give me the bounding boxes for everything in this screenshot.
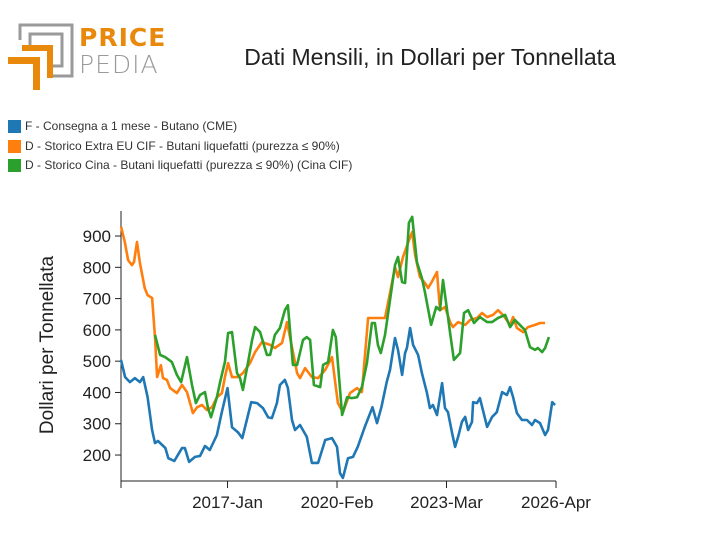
legend-item-cme[interactable]: F - Consegna a 1 mese - Butano (CME) bbox=[8, 119, 237, 133]
pricepedia-logo-mark bbox=[8, 23, 74, 90]
legend-swatch-blue bbox=[8, 119, 21, 133]
y-tick-label: 700 bbox=[83, 290, 111, 309]
y-tick-label: 400 bbox=[83, 383, 111, 402]
legend-label: D - Storico Extra EU CIF - Butani liquef… bbox=[25, 139, 340, 153]
x-tick-label: 2020-Feb bbox=[301, 493, 374, 512]
chart-title: Dati Mensili, in Dollari per Tonnellata bbox=[244, 44, 616, 70]
legend-item-extra-eu[interactable]: D - Storico Extra EU CIF - Butani liquef… bbox=[8, 139, 340, 153]
legend-swatch-orange bbox=[8, 139, 21, 153]
y-tick-label: 900 bbox=[83, 227, 111, 246]
x-tick-label: 2026-Apr bbox=[521, 493, 591, 512]
logo-text-price: PRICE bbox=[79, 23, 167, 52]
legend-item-cina[interactable]: D - Storico Cina - Butani liquefatti (pu… bbox=[8, 158, 352, 172]
y-axis-label: Dollari per Tonnellata bbox=[37, 256, 58, 435]
y-tick-label: 500 bbox=[83, 352, 111, 371]
legend-swatch-green bbox=[8, 158, 21, 172]
y-tick-label: 300 bbox=[83, 415, 111, 434]
x-tick-label: 2017-Jan bbox=[192, 493, 263, 512]
legend-label: F - Consegna a 1 mese - Butano (CME) bbox=[25, 119, 238, 133]
y-tick-label: 600 bbox=[83, 321, 111, 340]
logo-text-pedia: PEDIA bbox=[79, 50, 159, 79]
series-line-2 bbox=[153, 215, 551, 419]
y-tick-label: 200 bbox=[83, 446, 111, 465]
series-line-0 bbox=[119, 326, 557, 480]
legend-label: D - Storico Cina - Butani liquefatti (pu… bbox=[25, 158, 353, 172]
series-line-1 bbox=[119, 226, 546, 415]
x-tick-label: 2023-Mar bbox=[410, 493, 483, 512]
y-tick-label: 800 bbox=[83, 258, 111, 277]
